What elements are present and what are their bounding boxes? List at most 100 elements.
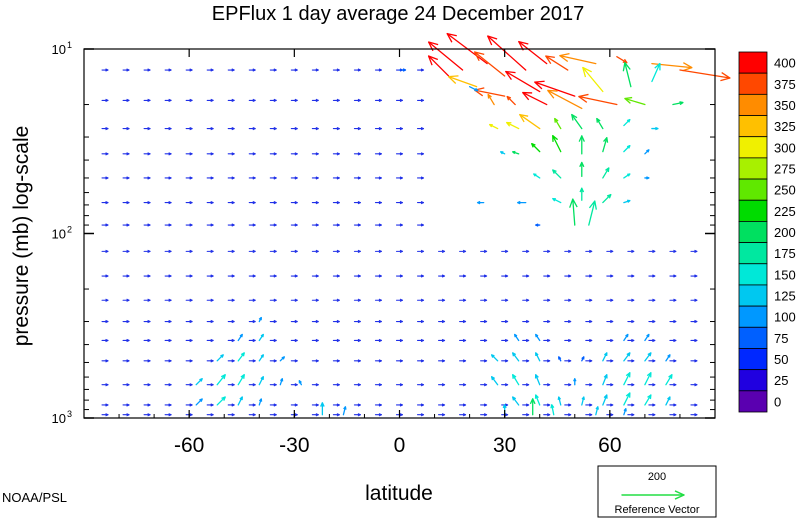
flux-vector xyxy=(569,198,578,226)
colorbar-cell xyxy=(738,221,768,243)
background-arrow xyxy=(669,274,677,278)
flux-vector xyxy=(623,392,631,406)
colorbar-label: 250 xyxy=(774,183,796,198)
background-arrow xyxy=(143,152,151,156)
flux-vector xyxy=(258,376,264,386)
background-arrow xyxy=(206,338,214,343)
background-arrow xyxy=(206,200,214,205)
flux-vector xyxy=(491,376,499,386)
background-arrow xyxy=(353,200,361,205)
background-arrow xyxy=(543,338,551,343)
colorbar-cell xyxy=(738,199,768,222)
colorbar-cell xyxy=(738,242,768,265)
background-arrow xyxy=(101,126,109,131)
flux-vector xyxy=(552,134,562,153)
background-arrow xyxy=(101,338,109,343)
flux-vector xyxy=(535,352,541,362)
background-arrow xyxy=(332,223,340,227)
flux-vector xyxy=(616,55,628,64)
flux-vector xyxy=(588,200,597,226)
background-arrow xyxy=(480,274,488,278)
background-arrow xyxy=(101,319,109,324)
background-arrow xyxy=(101,274,109,278)
background-arrow xyxy=(627,413,635,417)
y-tick-label: 10 xyxy=(52,42,66,57)
background-arrow xyxy=(122,274,130,278)
background-arrow xyxy=(164,338,172,343)
flux-vector xyxy=(552,197,562,204)
background-arrow xyxy=(248,98,256,103)
background-arrow xyxy=(669,319,677,324)
flux-vector xyxy=(624,96,646,106)
background-arrow xyxy=(669,413,677,417)
background-arrow xyxy=(227,249,235,254)
background-arrow xyxy=(101,68,109,72)
background-arrow xyxy=(248,176,256,180)
flux-vector xyxy=(195,378,203,386)
background-arrow xyxy=(564,338,572,343)
background-arrow xyxy=(480,249,488,254)
background-arrow xyxy=(585,413,593,417)
background-arrow xyxy=(311,383,319,387)
background-arrow xyxy=(353,298,361,302)
colorbar-cell xyxy=(738,93,768,116)
background-arrow xyxy=(480,403,488,407)
colorbar-label: 0 xyxy=(774,394,781,409)
background-arrow xyxy=(143,126,151,131)
background-arrow xyxy=(374,413,383,417)
colorbar-label: 150 xyxy=(774,267,796,282)
background-arrow xyxy=(332,298,340,302)
background-arrow xyxy=(459,249,467,254)
background-arrow xyxy=(122,413,130,417)
background-arrow xyxy=(543,298,551,302)
background-arrow xyxy=(585,319,593,324)
background-arrow xyxy=(248,359,256,363)
background-arrow xyxy=(143,200,151,205)
background-arrow xyxy=(206,126,214,131)
background-arrow xyxy=(311,68,319,72)
background-arrow xyxy=(248,319,256,324)
background-arrow xyxy=(164,126,172,131)
background-arrow xyxy=(332,383,340,387)
background-arrow xyxy=(122,338,130,343)
background-arrow xyxy=(122,223,130,227)
background-arrow xyxy=(143,98,151,103)
flux-vector xyxy=(623,173,631,179)
background-arrow xyxy=(206,176,214,180)
background-arrow xyxy=(669,249,677,254)
background-arrow xyxy=(206,319,214,324)
flux-vector xyxy=(571,113,583,130)
background-arrow xyxy=(248,274,256,278)
flux-vector xyxy=(602,136,609,153)
background-arrow xyxy=(459,383,467,387)
flux-vector xyxy=(279,356,285,362)
flux-vector xyxy=(644,149,650,155)
background-arrow xyxy=(332,413,340,417)
flux-vector xyxy=(512,352,520,362)
flux-vector xyxy=(665,354,671,362)
background-arrow xyxy=(669,359,677,363)
background-arrow xyxy=(690,274,698,278)
background-arrow xyxy=(185,98,193,103)
background-arrow xyxy=(374,383,383,387)
background-arrow xyxy=(374,176,383,180)
background-arrow xyxy=(143,319,151,324)
colorbar-label: 100 xyxy=(774,310,796,325)
background-arrow xyxy=(311,176,319,180)
y-axis-label: pressure (mb) log-scale xyxy=(10,126,33,347)
flux-vector xyxy=(558,356,562,362)
background-arrow xyxy=(101,298,109,302)
flux-vector xyxy=(623,408,627,416)
background-arrow xyxy=(585,249,593,254)
background-arrow xyxy=(416,249,425,254)
background-arrow xyxy=(227,413,235,417)
flux-vector xyxy=(602,352,608,362)
background-arrow xyxy=(206,152,214,156)
background-arrow xyxy=(648,383,656,387)
reference-box-frame xyxy=(597,465,717,518)
flux-vector xyxy=(579,187,585,201)
flux-vector xyxy=(519,113,541,130)
background-arrow xyxy=(290,359,298,363)
background-arrow xyxy=(416,383,425,387)
